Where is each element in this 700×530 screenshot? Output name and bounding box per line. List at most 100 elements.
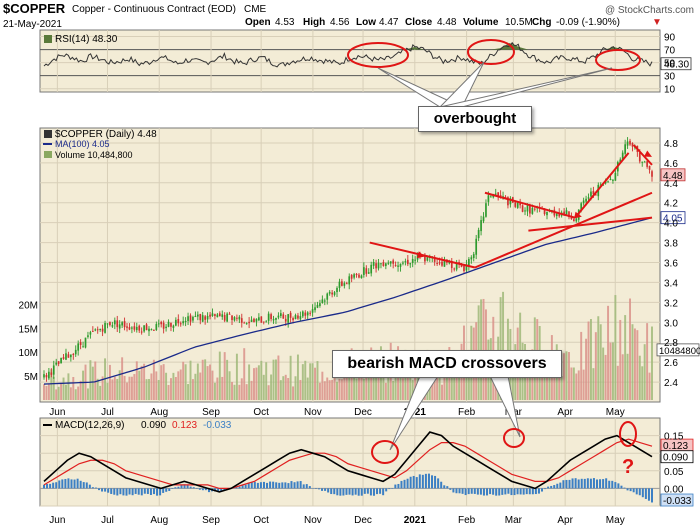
- macd-histogram-bar: [583, 478, 586, 489]
- macd-histogram-bar: [324, 488, 327, 491]
- volume-last-label: 10484800: [659, 346, 700, 357]
- macd-histogram-bar: [409, 476, 412, 489]
- price-tick-label: 4.4: [664, 179, 678, 190]
- volume-bar: [502, 291, 505, 400]
- volume-bar: [358, 363, 360, 400]
- macd-histogram-bar: [397, 483, 400, 489]
- macd-histogram-bar: [146, 488, 149, 494]
- x-tick-label: Feb: [458, 407, 476, 418]
- x-tick-label-bottom: May: [606, 515, 625, 526]
- macd-histogram-bar: [174, 487, 177, 489]
- volume-bar: [160, 365, 163, 400]
- candle-body: [507, 197, 509, 206]
- volume-bar: [253, 368, 255, 400]
- volume-bar: [411, 380, 414, 400]
- candle-body: [585, 198, 587, 202]
- candle-body: [77, 343, 80, 351]
- macd-histogram-bar: [568, 479, 571, 489]
- candle-body: [531, 207, 534, 214]
- x-tick-label-bottom: Dec: [354, 515, 372, 526]
- volume-bar: [196, 363, 199, 400]
- macd-histogram-bar: [296, 481, 299, 489]
- volume-bar: [392, 380, 395, 400]
- candle-body: [309, 312, 312, 314]
- x-tick-label: May: [606, 407, 625, 418]
- macd-histogram-bar: [79, 480, 82, 489]
- volume-bar: [250, 380, 253, 400]
- candle-body: [196, 314, 199, 317]
- volume-bar: [541, 365, 544, 400]
- question-mark: ?: [622, 456, 634, 478]
- macd-histogram-bar: [596, 479, 599, 489]
- chg-label: Chg: [532, 17, 551, 28]
- candle-body: [406, 259, 409, 265]
- candle-body: [233, 317, 236, 321]
- candle-body: [497, 192, 500, 196]
- ma-100-line: [43, 217, 653, 385]
- candle-body: [262, 321, 265, 323]
- candle-body: [135, 326, 138, 331]
- candle-body: [260, 316, 263, 323]
- rsi-last-label-box: [660, 57, 692, 71]
- macd-histogram-bar: [116, 488, 119, 496]
- candle-body: [573, 219, 575, 222]
- macd-histogram-bar: [345, 488, 348, 495]
- macd-histogram-bar: [486, 488, 489, 496]
- macd-histogram-bar: [110, 488, 113, 494]
- price-tick-label: 4.2: [664, 199, 678, 210]
- date-label: 21-May-2021: [3, 19, 62, 30]
- macd-histogram-bar: [262, 481, 265, 489]
- macd-histogram-bar: [58, 480, 61, 489]
- candle-body: [463, 265, 465, 272]
- volume-bar: [646, 323, 649, 400]
- macd-histogram-bar: [70, 479, 73, 489]
- volume-bar: [597, 316, 600, 400]
- volume-bar: [582, 369, 585, 400]
- candle-body: [172, 325, 175, 328]
- macd-histogram-bar: [171, 488, 174, 489]
- candle-body: [223, 315, 226, 321]
- volume-bar: [445, 368, 448, 400]
- macd-histogram-bar: [510, 488, 513, 496]
- volume-bar: [126, 382, 128, 400]
- volume-bar: [135, 361, 138, 400]
- candle-body: [472, 254, 475, 258]
- candle-body: [409, 263, 412, 265]
- macd-histogram-bar: [339, 488, 342, 496]
- macd-histogram-bar: [513, 488, 516, 496]
- volume-bar: [602, 347, 605, 400]
- x-tick-label: Sep: [202, 407, 220, 418]
- volume-bar: [360, 364, 363, 400]
- ma-label: 4.05: [663, 214, 683, 225]
- volume-bar: [231, 381, 233, 400]
- candle-body: [82, 346, 84, 348]
- macd-histogram-bar: [247, 482, 250, 489]
- candle-body: [109, 322, 111, 326]
- macd-histogram-bar: [180, 485, 183, 489]
- macd-histogram-bar: [482, 488, 485, 496]
- candle-body: [84, 337, 87, 348]
- candle-body: [533, 208, 536, 210]
- volume-bar: [174, 376, 177, 400]
- macd-histogram-bar: [250, 482, 253, 489]
- candle-body: [392, 260, 395, 264]
- macd-histogram-bar: [391, 488, 394, 489]
- candle-body: [411, 258, 414, 263]
- macd-histogram-bar: [476, 488, 479, 495]
- price-legend: $COPPER (Daily) 4.48 MA(100) 4.05 Volume…: [43, 129, 157, 160]
- volume-bar: [528, 363, 531, 400]
- volume-bar: [499, 297, 502, 400]
- macd-histogram-bar: [547, 486, 550, 489]
- candle-body: [138, 325, 141, 331]
- macd-histogram-bar: [134, 488, 137, 494]
- x-tick-label-bottom: Feb: [458, 515, 476, 526]
- candle-body: [575, 218, 578, 222]
- volume-bar: [187, 384, 190, 400]
- volume-bar: [311, 363, 314, 400]
- candle-body: [516, 202, 519, 208]
- candle-body: [494, 193, 497, 195]
- rsi-overbought-fill: [490, 48, 500, 50]
- volume-bar: [172, 372, 175, 400]
- candle-body: [377, 262, 380, 269]
- volume-bar: [621, 354, 624, 400]
